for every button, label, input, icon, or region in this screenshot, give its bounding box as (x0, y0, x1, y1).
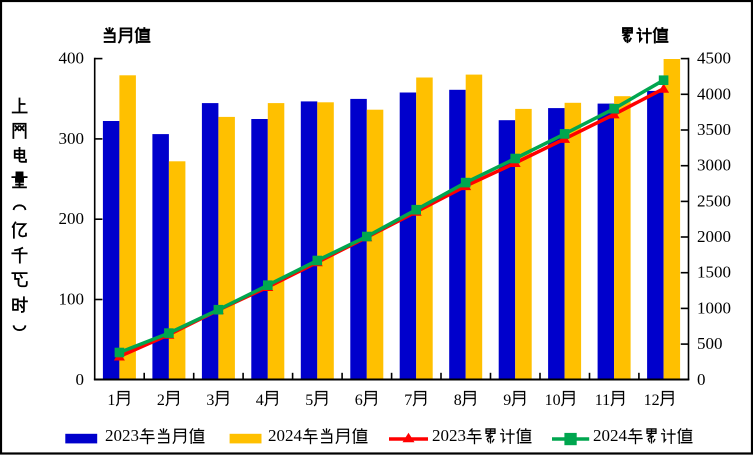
svg-text:12: 12 (644, 392, 660, 409)
svg-text:2: 2 (157, 392, 165, 409)
svg-text:3: 3 (206, 392, 214, 409)
svg-text:3500: 3500 (697, 120, 731, 139)
svg-text:4500: 4500 (697, 49, 731, 68)
svg-text:11: 11 (595, 392, 610, 409)
svg-text:2023: 2023 (432, 426, 466, 445)
svg-text:9: 9 (503, 392, 511, 409)
svg-text:10: 10 (545, 392, 561, 409)
svg-text:200: 200 (59, 209, 85, 228)
svg-text:500: 500 (697, 334, 723, 353)
svg-text:6: 6 (355, 392, 363, 409)
svg-text:3000: 3000 (697, 156, 731, 175)
svg-text:1000: 1000 (697, 298, 731, 317)
svg-text:2024: 2024 (593, 426, 628, 445)
svg-text:2500: 2500 (697, 191, 731, 210)
svg-text:300: 300 (59, 129, 85, 148)
svg-text:400: 400 (59, 49, 85, 68)
svg-text:4000: 4000 (697, 84, 731, 103)
svg-text:0: 0 (697, 370, 706, 389)
svg-text:2000: 2000 (697, 227, 731, 246)
svg-text:2023: 2023 (105, 426, 139, 445)
svg-text:100: 100 (59, 290, 85, 309)
svg-text:1: 1 (107, 392, 115, 409)
svg-text:8: 8 (454, 392, 462, 409)
svg-text:5: 5 (305, 392, 313, 409)
svg-text:1500: 1500 (697, 263, 731, 282)
svg-text:0: 0 (76, 370, 85, 389)
svg-text:4: 4 (256, 392, 264, 409)
svg-text:7: 7 (404, 392, 412, 409)
svg-text:2024: 2024 (268, 426, 303, 445)
